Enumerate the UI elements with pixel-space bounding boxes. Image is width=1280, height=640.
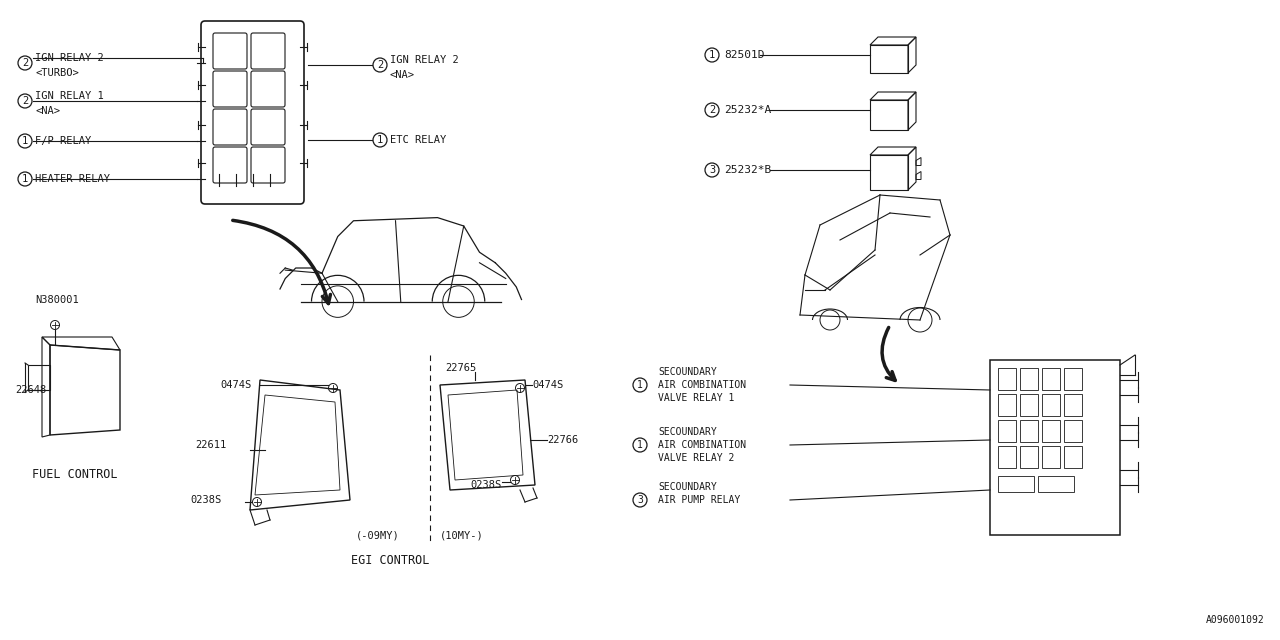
Text: A096001092: A096001092 [1206, 615, 1265, 625]
Text: 1: 1 [637, 380, 643, 390]
Text: 1: 1 [637, 440, 643, 450]
Bar [998, 394, 1016, 416]
Text: 3: 3 [709, 165, 716, 175]
Text: 1: 1 [709, 50, 716, 60]
Bar [998, 446, 1016, 468]
Bar [870, 45, 908, 73]
Bar [989, 360, 1120, 535]
Text: SECOUNDARY: SECOUNDARY [658, 427, 717, 437]
Text: 22611: 22611 [195, 440, 227, 450]
Text: 0474S: 0474S [532, 380, 563, 390]
Bar [1042, 394, 1060, 416]
Text: IGN RELAY 2: IGN RELAY 2 [390, 55, 458, 65]
FancyBboxPatch shape [251, 147, 285, 183]
FancyBboxPatch shape [212, 147, 247, 183]
Text: <NA>: <NA> [35, 106, 60, 116]
FancyBboxPatch shape [251, 109, 285, 145]
Text: SECOUNDARY: SECOUNDARY [658, 367, 717, 377]
Text: HEATER RELAY: HEATER RELAY [35, 174, 110, 184]
FancyBboxPatch shape [212, 33, 247, 69]
Text: SECOUNDARY: SECOUNDARY [658, 482, 717, 492]
Text: 25232*A: 25232*A [724, 105, 772, 115]
Bar [998, 476, 1034, 492]
Text: 0238S: 0238S [470, 480, 502, 490]
Bar [870, 155, 908, 190]
Text: F/P RELAY: F/P RELAY [35, 136, 91, 146]
Bar [1064, 420, 1082, 442]
Text: EGI CONTROL: EGI CONTROL [351, 554, 429, 566]
FancyBboxPatch shape [251, 71, 285, 107]
Bar [998, 420, 1016, 442]
Text: 82501D: 82501D [724, 50, 764, 60]
Text: FUEL CONTROL: FUEL CONTROL [32, 468, 118, 481]
Text: <NA>: <NA> [390, 70, 415, 80]
Text: N380001: N380001 [35, 295, 79, 305]
Bar [1020, 446, 1038, 468]
Bar [870, 100, 908, 130]
Text: 3: 3 [637, 495, 643, 505]
Text: 22648: 22648 [15, 385, 46, 395]
Text: 0474S: 0474S [220, 380, 251, 390]
Text: 0238S: 0238S [189, 495, 221, 505]
Bar [1020, 420, 1038, 442]
Text: 1: 1 [22, 136, 28, 146]
Text: AIR COMBINATION: AIR COMBINATION [658, 380, 746, 390]
Bar [1020, 368, 1038, 390]
Bar [1038, 476, 1074, 492]
Text: 2: 2 [376, 60, 383, 70]
Text: <TURBO>: <TURBO> [35, 68, 79, 78]
Text: 22766: 22766 [547, 435, 579, 445]
Bar [998, 368, 1016, 390]
Bar [1042, 368, 1060, 390]
Text: 2: 2 [22, 96, 28, 106]
Text: (10MY-): (10MY-) [440, 530, 484, 540]
FancyBboxPatch shape [212, 109, 247, 145]
Text: 1: 1 [22, 174, 28, 184]
Text: IGN RELAY 1: IGN RELAY 1 [35, 91, 104, 101]
FancyBboxPatch shape [212, 71, 247, 107]
Text: 1: 1 [376, 135, 383, 145]
Text: AIR PUMP RELAY: AIR PUMP RELAY [658, 495, 740, 505]
Text: (-09MY): (-09MY) [356, 530, 399, 540]
FancyBboxPatch shape [201, 21, 305, 204]
Text: 2: 2 [709, 105, 716, 115]
Text: AIR COMBINATION: AIR COMBINATION [658, 440, 746, 450]
Text: VALVE RELAY 2: VALVE RELAY 2 [658, 453, 735, 463]
Text: 25232*B: 25232*B [724, 165, 772, 175]
Text: 22765: 22765 [445, 363, 476, 373]
Text: VALVE RELAY 1: VALVE RELAY 1 [658, 393, 735, 403]
Bar [1064, 446, 1082, 468]
Text: 2: 2 [22, 58, 28, 68]
Bar [1042, 446, 1060, 468]
Bar [1064, 368, 1082, 390]
FancyBboxPatch shape [251, 33, 285, 69]
Text: ETC RELAY: ETC RELAY [390, 135, 447, 145]
Bar [1042, 420, 1060, 442]
Bar [1064, 394, 1082, 416]
Bar [1020, 394, 1038, 416]
Text: IGN RELAY 2: IGN RELAY 2 [35, 53, 104, 63]
